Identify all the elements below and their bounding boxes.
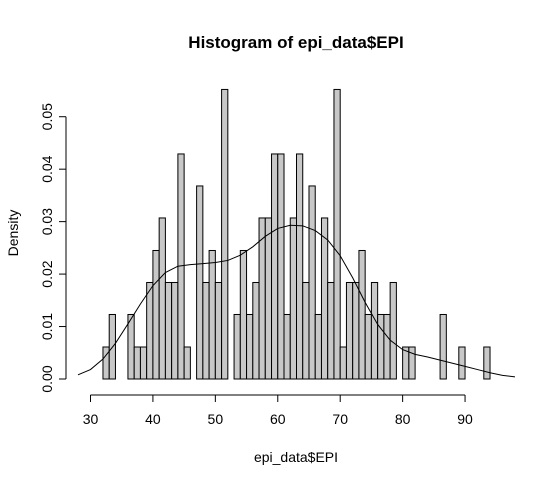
histogram-bar xyxy=(246,313,254,380)
histogram-bar xyxy=(202,281,210,380)
histogram-bar xyxy=(258,217,266,380)
histogram-bar xyxy=(296,153,304,380)
histogram-bar xyxy=(289,217,298,380)
histogram-bar xyxy=(370,281,379,380)
y-tick-label: 0.04 xyxy=(39,155,55,182)
histogram-bar xyxy=(146,281,154,380)
histogram-bar xyxy=(333,88,341,380)
histogram-bars xyxy=(102,88,491,380)
chart-title: Histogram of epi_data$EPI xyxy=(188,33,403,52)
histogram-bar xyxy=(327,281,335,380)
histogram-bar xyxy=(152,249,160,380)
histogram-bar xyxy=(439,313,447,380)
histogram-bar xyxy=(214,281,223,380)
histogram-bar xyxy=(314,313,322,380)
y-axis-label: Density xyxy=(5,210,21,257)
histogram-bar xyxy=(339,346,347,380)
histogram-bar xyxy=(458,346,466,380)
y-tick-label: 0.03 xyxy=(39,208,55,235)
histogram-bar xyxy=(408,346,416,380)
y-tick-label: 0.02 xyxy=(39,260,55,287)
y-tick-label: 0.05 xyxy=(39,103,55,130)
density-curve xyxy=(77,224,516,378)
histogram-bar xyxy=(283,313,291,380)
histogram-bar xyxy=(308,185,316,380)
x-tick-label: 40 xyxy=(145,411,161,427)
y-tick-label: 0.00 xyxy=(39,365,55,392)
y-axis: 0.00 0.01 0.02 0.03 0.04 0.05 xyxy=(39,103,67,393)
histogram-bar xyxy=(377,313,385,380)
x-tick-label: 30 xyxy=(83,411,99,427)
histogram-bar xyxy=(320,217,329,380)
histogram-bar xyxy=(183,346,191,380)
histogram-bar xyxy=(233,313,241,380)
histogram-bar xyxy=(158,217,166,380)
histogram-bar xyxy=(164,281,173,380)
x-tick-label: 70 xyxy=(332,411,348,427)
histogram-bar xyxy=(352,281,360,380)
x-tick-label: 50 xyxy=(208,411,224,427)
histogram-bar xyxy=(171,281,179,380)
histogram-bar xyxy=(358,249,366,380)
histogram-bar xyxy=(221,88,229,380)
histogram-bar xyxy=(364,313,372,380)
x-tick-label: 80 xyxy=(395,411,411,427)
histogram-bar xyxy=(483,346,491,380)
histogram-bar xyxy=(133,346,141,380)
y-tick-label: 0.01 xyxy=(39,313,55,340)
x-axis: 30 40 50 60 70 80 90 xyxy=(83,394,473,427)
histogram-bar xyxy=(277,153,285,380)
histogram-bar xyxy=(252,281,260,380)
histogram-bar xyxy=(264,217,273,380)
histogram-bar xyxy=(239,249,248,380)
histogram-bar xyxy=(139,346,148,380)
x-tick-label: 90 xyxy=(457,411,473,427)
histogram-bar xyxy=(383,313,391,380)
histogram-bar xyxy=(196,185,204,380)
histogram-bar xyxy=(127,313,135,380)
x-tick-label: 60 xyxy=(270,411,286,427)
histogram-bar xyxy=(208,249,216,380)
histogram-bar xyxy=(302,281,310,380)
x-axis-label: epi_data$EPI xyxy=(254,449,338,465)
histogram-bar xyxy=(271,153,279,380)
histogram-bar xyxy=(389,281,397,380)
histogram-bar xyxy=(345,281,354,380)
